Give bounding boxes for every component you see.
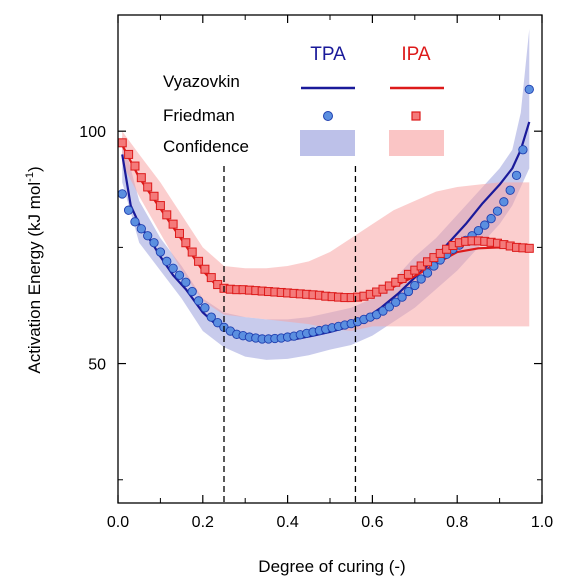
friedman-point-tpa (174, 270, 185, 280)
friedman-point-ipa (200, 264, 210, 274)
friedman-point-tpa (162, 256, 172, 266)
friedman-point-tpa (486, 213, 496, 224)
x-tick-label: 1.0 (531, 514, 553, 531)
friedman-point-tpa (511, 170, 522, 180)
legend-header-tpa: TPA (310, 44, 346, 65)
legend-band-tpa (300, 130, 355, 156)
friedman-point-ipa (149, 191, 159, 201)
friedman-point-ipa (117, 138, 127, 148)
y-axis-label: Activation Energy (kJ mol-1) (24, 166, 44, 373)
friedman-point-tpa (200, 303, 210, 313)
friedman-point-ipa (174, 228, 184, 238)
friedman-point-ipa (206, 273, 216, 283)
friedman-point-tpa (410, 280, 420, 291)
legend-label-vyazovkin: Vyazovkin (163, 72, 240, 91)
legend-label-confidence: Confidence (163, 137, 249, 156)
legend-marker-tpa (323, 111, 333, 121)
x-axis-label: Degree of curing (-) (258, 557, 405, 576)
friedman-point-tpa (505, 185, 515, 195)
legend-marker-ipa (411, 111, 421, 121)
friedman-markers (117, 84, 534, 344)
x-tick-label: 0.4 (276, 514, 298, 531)
friedman-point-tpa (416, 274, 426, 284)
x-tick-label: 0.2 (192, 514, 214, 531)
friedman-point-ipa (136, 173, 146, 183)
friedman-point-tpa (499, 197, 509, 207)
friedman-point-ipa (124, 149, 134, 159)
x-tick-label: 0.6 (361, 514, 383, 531)
friedman-point-tpa (422, 268, 433, 278)
friedman-point-tpa (187, 286, 197, 297)
y-tick-label: 50 (88, 357, 106, 374)
friedman-point-tpa (117, 189, 127, 199)
friedman-point-ipa (524, 243, 534, 253)
friedman-point-ipa (143, 182, 153, 192)
legend-label-friedman: Friedman (163, 106, 235, 125)
friedman-point-tpa (212, 318, 223, 328)
friedman-point-tpa (518, 145, 528, 155)
friedman-point-tpa (155, 247, 166, 257)
friedman-point-ipa (181, 238, 191, 248)
friedman-point-ipa (194, 256, 204, 266)
reference-lines (223, 166, 357, 503)
friedman-point-tpa (492, 206, 503, 216)
friedman-point-tpa (524, 84, 534, 95)
friedman-point-tpa (378, 306, 388, 316)
tick-labels: 0.0 0.2 0.4 0.6 0.8 1.0 50 100 (79, 124, 553, 531)
friedman-point-tpa (403, 286, 414, 297)
friedman-point-tpa (149, 238, 159, 248)
y-tick-label: 100 (79, 124, 106, 141)
legend: TPA IPA Vyazovkin Friedman Confidence (163, 44, 444, 156)
axis-ticks (117, 14, 543, 503)
friedman-point-tpa (193, 296, 204, 306)
friedman-point-ipa (162, 210, 172, 220)
friedman-point-tpa (130, 217, 140, 227)
friedman-point-tpa (123, 205, 134, 215)
friedman-point-tpa (206, 312, 216, 322)
y-axis-label-exponent: -1 (24, 172, 36, 182)
friedman-point-ipa (130, 161, 140, 171)
friedman-point-tpa (480, 220, 490, 230)
friedman-point-ipa (155, 201, 165, 211)
friedman-point-tpa (168, 263, 178, 273)
friedman-point-ipa (168, 219, 178, 229)
legend-header-ipa: IPA (401, 44, 431, 65)
friedman-point-tpa (143, 231, 153, 241)
friedman-point-tpa (397, 292, 407, 302)
friedman-point-tpa (181, 277, 191, 287)
legend-band-ipa (389, 130, 444, 156)
friedman-point-tpa (136, 224, 146, 234)
friedman-point-tpa (391, 297, 401, 307)
x-tick-label: 0.8 (446, 514, 468, 531)
friedman-point-ipa (187, 247, 197, 257)
friedman-point-tpa (473, 225, 484, 236)
x-tick-label: 0.0 (107, 514, 129, 531)
friedman-point-tpa (384, 302, 395, 312)
